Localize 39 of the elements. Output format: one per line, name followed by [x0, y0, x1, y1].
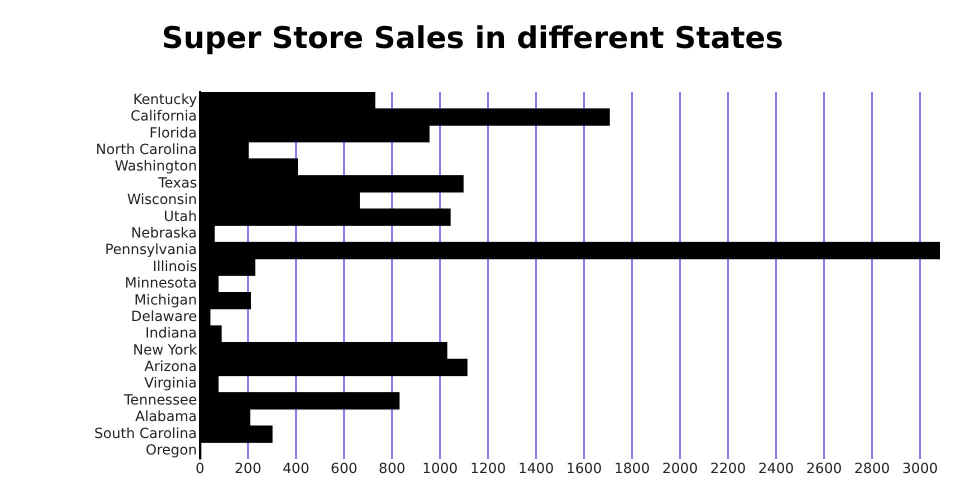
x-tick-label: 200 — [234, 461, 262, 478]
x-tick-label: 2000 — [662, 461, 698, 478]
x-tick-label: 1200 — [470, 461, 506, 478]
y-tick-label: Utah — [164, 208, 197, 225]
y-tick-label: Michigan — [134, 292, 197, 308]
y-tick-label: North Carolina — [96, 142, 197, 158]
x-tick-label: 800 — [378, 461, 406, 478]
chart-title: Super Store Sales in different States — [162, 20, 784, 56]
y-tick-label: South Carolina — [94, 426, 197, 442]
y-tick-label: New York — [132, 342, 198, 358]
y-tick-label: Kentucky — [133, 92, 197, 108]
x-tick-label: 600 — [330, 461, 358, 478]
x-tick-label: 2800 — [854, 461, 890, 478]
y-tick-label: Pennsylvania — [105, 242, 197, 258]
y-tick-label: Delaware — [131, 308, 197, 325]
y-tick-label: Illinois — [152, 258, 197, 275]
y-tick-label: Tennessee — [123, 392, 197, 408]
x-tick-label: 1000 — [422, 461, 458, 478]
y-tick-label: Washington — [114, 158, 197, 175]
y-tick-label: Wisconsin — [127, 192, 197, 208]
y-tick-label: Indiana — [145, 326, 197, 342]
y-tick-label: Texas — [157, 175, 197, 192]
x-tick-label: 2200 — [710, 461, 746, 478]
y-tick-label: Alabama — [135, 409, 197, 426]
y-tick-label: Arizona — [144, 359, 197, 376]
x-tick-label: 0 — [196, 461, 204, 478]
y-tick-label: Minnesota — [124, 276, 197, 292]
y-tick-label: Oregon — [146, 442, 197, 458]
y-tick-label: Nebraska — [130, 226, 197, 242]
y-tick-label: California — [130, 108, 197, 125]
x-tick-label: 2400 — [758, 461, 794, 478]
x-tick-label: 400 — [282, 461, 310, 478]
x-tick-label: 3000 — [902, 461, 938, 478]
x-tick-label: 1600 — [566, 461, 602, 478]
x-tick-label: 2600 — [806, 461, 842, 478]
x-tick-label: 1800 — [614, 461, 650, 478]
x-tick-label: 1400 — [518, 461, 554, 478]
y-tick-label: Virginia — [144, 376, 197, 392]
y-tick-label: Florida — [149, 125, 197, 142]
